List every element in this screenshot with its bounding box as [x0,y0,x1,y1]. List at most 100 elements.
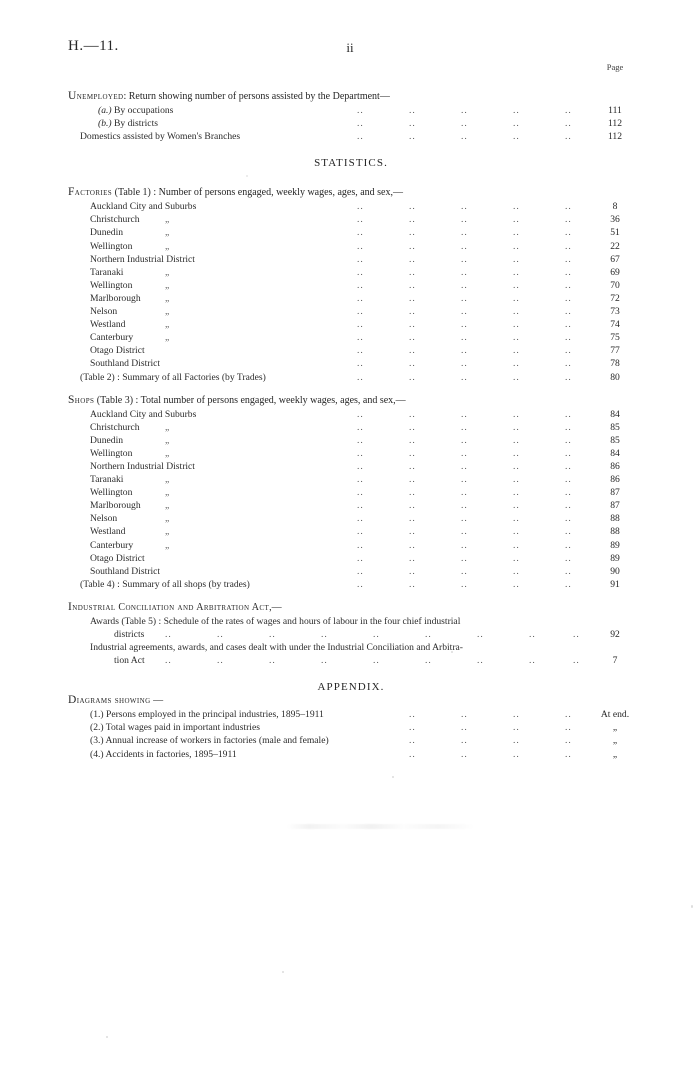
toc-entry-label: Marlborough [90,500,141,512]
scan-speck [392,776,394,778]
leader-dots: .. [513,240,520,252]
toc-entry[interactable]: Taranaki „.......... 69 [68,266,634,279]
toc-entry[interactable]: (b.) By districts.......... 112 [68,117,634,130]
toc-entry[interactable]: (a.) By occupations.......... 111 [68,104,634,117]
leader-dots: .. [513,306,520,318]
leader-dots: .. [409,253,416,265]
toc-entry[interactable]: Nelson „.......... 88 [68,512,634,525]
leader-dots: .. [513,709,520,721]
toc-entry-label: Christchurch [90,421,140,433]
ditto-mark: „ [165,539,171,551]
toc-entry-page: 70 [610,279,620,291]
leader-dots: .. [409,500,416,512]
ditto-mark: „ [165,279,171,291]
leader-dots: .. [513,500,520,512]
toc-entry[interactable]: Northern Industrial District.......... 67 [68,253,634,266]
ditto-mark: „ [165,447,171,459]
toc-entry[interactable]: Southland District.......... 78 [68,357,634,370]
leader-dots: .. [409,227,416,239]
toc-entry[interactable]: (Table 2) : Summary of all Factories (by… [68,371,634,384]
leader-dots: .. [409,105,416,116]
scan-speck [282,971,284,973]
toc-entry[interactable]: Domestics assisted by Women's Branches..… [68,130,634,143]
toc-entry[interactable]: Westland „.......... 88 [68,525,634,538]
leader-dots: .. [477,629,484,640]
toc-entry[interactable]: Dunedin „.......... 51 [68,226,634,239]
toc-entry[interactable]: Auckland City and Suburbs.......... 8 [68,200,634,213]
toc-entry[interactable]: Awards (Table 5) : Schedule of the rates… [68,615,634,641]
toc-entry[interactable]: Auckland City and Suburbs.......... 84 [68,408,634,421]
toc-entry[interactable]: Marlborough „.......... 72 [68,292,634,305]
toc-entry-label: Canterbury [90,539,134,551]
leader-dots: .. [565,201,572,213]
leader-dots: .. [357,552,364,564]
ditto-mark: „ [165,306,171,318]
toc-entry[interactable]: Taranaki „.......... 86 [68,473,634,486]
toc-entry[interactable]: Industrial agreements, awards, and cases… [68,641,634,667]
leader-dots: .. [409,460,416,472]
toc-entry[interactable]: (3.) Annual increase of workers in facto… [68,734,634,747]
leader-dots: .. [565,460,572,472]
leader-dots: .. [409,240,416,252]
toc-entry-label: Northern Industrial District [90,253,195,265]
ditto-mark: „ [165,292,171,304]
section-heading-shops: Shops (Table 3) : Total number of person… [68,393,406,406]
leader-dots: .. [409,292,416,304]
leader-dots: .. [513,214,520,226]
leader-dots: .. [357,539,364,551]
leader-dots: .. [357,227,364,239]
ditto-mark: „ [165,500,171,512]
leader-dots: .. [477,655,484,667]
toc-entry-label: Nelson [90,306,118,318]
toc-entry[interactable]: (4.) Accidents in factories, 1895–1911..… [68,748,634,761]
toc-entry[interactable]: Wellington „.......... 84 [68,447,634,460]
toc-entry[interactable]: Nelson „.......... 73 [68,305,634,318]
toc-entry[interactable]: Wellington „.......... 22 [68,240,634,253]
toc-entry-page: 84 [610,408,620,420]
document-code: H.—11. [68,38,119,54]
scan-artifact [286,824,476,829]
toc-entry[interactable]: (Table 4) : Summary of all shops (by tra… [68,578,634,591]
leader-dots: .. [357,266,364,278]
leader-dots: .. [357,434,364,446]
leader-dots: .. [565,345,572,357]
leader-dots: .. [565,722,572,734]
toc-entry-label: Wellington [90,279,133,291]
toc-entry[interactable]: Northern Industrial District.......... 86 [68,460,634,473]
toc-entry[interactable]: Christchurch „.......... 85 [68,421,634,434]
toc-entry[interactable]: Westland „.......... 74 [68,318,634,331]
leader-dots: .. [461,358,468,370]
scan-speck [451,651,453,653]
toc-entry[interactable]: Wellington „.......... 70 [68,279,634,292]
toc-entry[interactable]: Christchurch „.......... 36 [68,213,634,226]
toc-entry[interactable]: Southland District.......... 90 [68,565,634,578]
toc-entry[interactable]: Dunedin „.......... 85 [68,434,634,447]
ditto-mark: „ [165,319,171,331]
toc-entry[interactable]: Otago District.......... 89 [68,552,634,565]
leader-dots: .. [409,474,416,486]
leader-dots: .. [565,306,572,318]
toc-entry[interactable]: Wellington „.......... 87 [68,486,634,499]
toc-entry[interactable]: Marlborough „.......... 87 [68,499,634,512]
toc-entry[interactable]: Otago District.......... 77 [68,344,634,357]
toc-entry-label: Otago District [90,345,145,357]
toc-entry-page: 67 [610,253,620,265]
toc-entry[interactable]: Canterbury „.......... 75 [68,331,634,344]
leader-dots: .. [409,279,416,291]
toc-entry-label: (Table 2) : Summary of all Factories (by… [80,371,266,383]
toc-entry[interactable]: (2.) Total wages paid in important indus… [68,721,634,734]
leader-dots: .. [565,118,572,130]
leader-dots: .. [373,629,380,640]
leader-dots: .. [513,371,520,383]
leader-dots: .. [357,474,364,486]
toc-entry-page: 51 [610,227,620,239]
leader-dots: .. [513,118,520,130]
toc-entry-label-continued: tion Act [114,655,145,667]
leader-dots: .. [513,565,520,577]
toc-entry[interactable]: Canterbury „.......... 89 [68,539,634,552]
leader-dots: .. [565,552,572,564]
toc-entry[interactable]: (1.) Persons employed in the principal i… [68,708,634,721]
leader-dots: .. [461,253,468,265]
folio-number: ii [346,40,354,55]
toc-entry-label: Auckland City and Suburbs [90,408,197,420]
